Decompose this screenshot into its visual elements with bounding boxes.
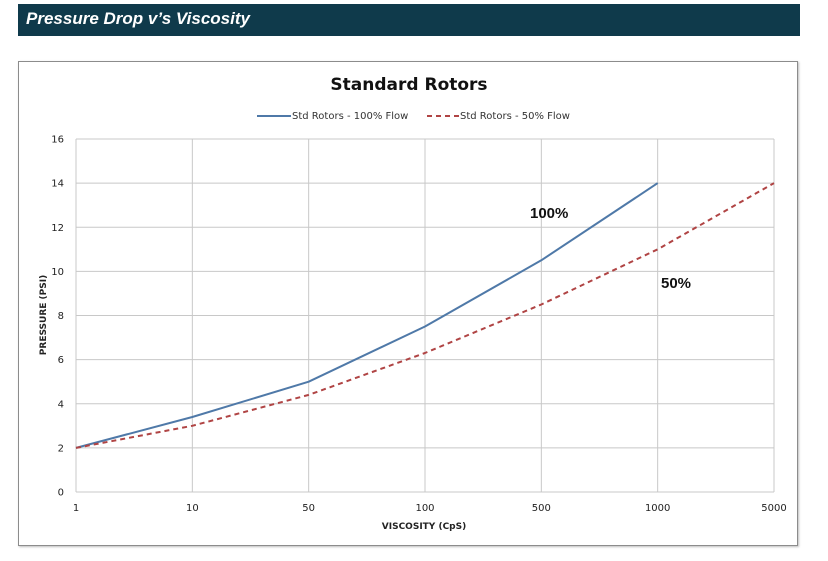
- y-tick-label-4: 4: [58, 399, 64, 410]
- y-tick-label-12: 12: [51, 223, 64, 234]
- legend-label-50-flow: Std Rotors - 50% Flow: [460, 111, 570, 122]
- series-line-100-flow: [75, 182, 659, 449]
- x-tick-label-1000: 1000: [645, 503, 670, 514]
- legend-label-100-flow: Std Rotors - 100% Flow: [292, 111, 408, 122]
- x-tick-label-100: 100: [415, 503, 434, 514]
- x-tick-label-50: 50: [302, 503, 315, 514]
- grid-layer: [75, 138, 775, 493]
- legend: Std Rotors - 100% Flow Std Rotors - 50% …: [257, 111, 570, 122]
- header-bar: Pressure Drop v’s Viscosity: [18, 4, 800, 36]
- y-axis-title: PRESSURE (PSI): [39, 275, 49, 355]
- annotation-100-percent: 100%: [530, 205, 568, 222]
- chart-title: Standard Rotors: [330, 75, 487, 95]
- y-tick-label-0: 0: [58, 488, 64, 499]
- x-tick-label-10: 10: [186, 503, 199, 514]
- series-layer: [75, 182, 775, 449]
- series-line-50-flow: [75, 182, 775, 449]
- y-tick-label-6: 6: [58, 355, 64, 366]
- x-tick-label-1: 1: [73, 503, 79, 514]
- x-tick-label-5000: 5000: [761, 503, 786, 514]
- page-title: Pressure Drop v’s Viscosity: [26, 9, 250, 28]
- y-tick-label-16: 16: [51, 135, 64, 146]
- x-axis-title: VISCOSITY (CpS): [382, 522, 466, 532]
- x-tick-label-500: 500: [532, 503, 551, 514]
- y-tick-label-8: 8: [58, 311, 64, 322]
- y-tick-label-14: 14: [51, 179, 64, 190]
- y-tick-label-2: 2: [58, 443, 64, 454]
- chart-frame: [18, 61, 798, 546]
- tick-layer: 0 2 4 6 8 10 12 14 16 1 10 50 100 500 1000 5000: [51, 135, 786, 515]
- y-tick-label-10: 10: [51, 267, 64, 278]
- annotation-50-percent: 50%: [661, 275, 691, 292]
